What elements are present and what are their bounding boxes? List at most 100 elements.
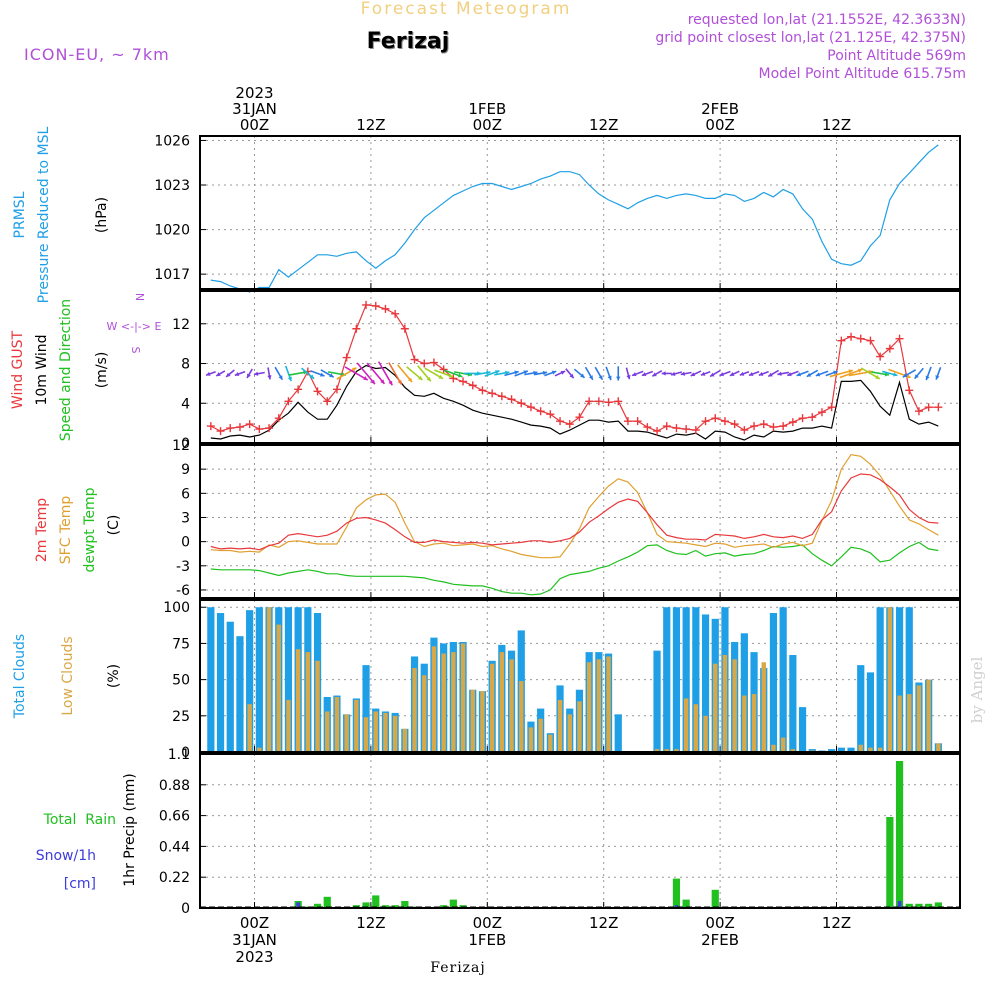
low-cloud-bar xyxy=(305,652,311,752)
total-cloud-bar xyxy=(226,621,234,752)
wind-arrow xyxy=(377,361,393,386)
total-cloud-bar xyxy=(769,613,778,752)
temp-2m-line xyxy=(210,473,939,551)
wind-gust-line-marker xyxy=(720,417,729,426)
total-cloud-bar xyxy=(847,747,855,752)
low-cloud-bar xyxy=(392,715,398,752)
wind-gust-line-marker xyxy=(507,395,516,404)
clouds-low-label: Low Clouds xyxy=(60,636,76,715)
snow-bar xyxy=(296,902,300,908)
low-cloud-bar xyxy=(480,691,485,752)
wind-arrow-head xyxy=(641,372,647,377)
info-point-altitude: Point Altitude 569m xyxy=(827,48,966,64)
wind-arrow-head xyxy=(320,372,325,377)
low-cloud-bar xyxy=(887,607,893,752)
low-cloud-bar xyxy=(683,698,689,752)
low-cloud-bar xyxy=(412,668,417,752)
wind-gust-line-marker xyxy=(740,426,749,435)
wind-gust-line-marker xyxy=(216,427,225,436)
pressure-label-prmsl: PRMSL xyxy=(12,191,28,238)
wind-gust-line-marker xyxy=(895,334,904,343)
low-cloud-bar xyxy=(548,734,553,752)
precip-unit: 1hr Precip (mm) xyxy=(122,773,138,886)
wind-gust-line-marker xyxy=(332,385,341,394)
low-cloud-bar xyxy=(771,744,776,752)
total-cloud-bar xyxy=(779,607,787,752)
low-cloud-bar xyxy=(528,727,534,752)
wind-arrow-head xyxy=(626,374,631,380)
wind-gust-line-marker xyxy=(585,397,594,406)
low-cloud-bar xyxy=(470,689,475,752)
low-cloud-bar xyxy=(509,659,514,752)
wind-arrow-head xyxy=(329,373,334,378)
low-cloud-bar xyxy=(344,714,349,752)
top-time-label: 12Z xyxy=(589,116,618,134)
wind-gust-line-marker xyxy=(905,386,914,395)
low-cloud-bar xyxy=(586,662,592,752)
dewpt-temp-line xyxy=(210,541,939,596)
total-cloud-bar xyxy=(246,610,254,752)
precip-rain-label: Total Rain xyxy=(43,812,116,828)
wind-gust-line-marker xyxy=(323,397,332,406)
total-cloud-bar xyxy=(740,633,748,752)
total-cloud-bar xyxy=(216,613,225,752)
low-cloud-bar xyxy=(713,663,718,752)
total-cloud-bar xyxy=(672,607,681,752)
bottom-time-label: 12Z xyxy=(589,914,618,932)
wind-gust-line-marker xyxy=(294,385,303,394)
wind-arrow-head xyxy=(407,377,413,383)
bottom-time-label: 2FEB xyxy=(701,931,739,949)
clouds-frame xyxy=(199,599,961,753)
wind-gust-line-marker xyxy=(604,398,613,407)
wind-arrow-head xyxy=(278,375,283,380)
bottom-time-label: 2023 xyxy=(235,948,273,966)
total-cloud-bar xyxy=(837,747,845,752)
wind-arrow-head xyxy=(247,373,251,378)
credit-label: by Angel xyxy=(968,656,986,723)
wind-arrow-head xyxy=(588,375,593,380)
low-cloud-bar xyxy=(674,749,679,752)
wind-arrow-head xyxy=(370,379,375,385)
snow-bar xyxy=(674,905,679,908)
total-cloud-bar xyxy=(207,607,215,752)
wind-arrow-head xyxy=(875,374,880,379)
wind-arrow-head xyxy=(806,372,812,377)
total-cloud-bar xyxy=(614,714,622,752)
precip-ytick-label: 0.66 xyxy=(159,809,190,825)
bottom-time-label: 12Z xyxy=(822,914,851,932)
low-cloud-bar xyxy=(751,694,757,752)
precip-cm-label: [cm] xyxy=(64,876,96,892)
rain-bar xyxy=(934,902,942,908)
total-cloud-bar xyxy=(692,607,700,752)
low-cloud-bar xyxy=(790,749,796,752)
sfc-temp-line xyxy=(210,454,939,559)
wind-arrow-head xyxy=(787,372,792,377)
wind-gust-label: Wind GUST xyxy=(10,330,26,409)
wind-arrow-head xyxy=(505,370,510,375)
wind-gust-line-marker xyxy=(633,417,642,426)
low-cloud-bar xyxy=(373,711,378,752)
wind-arrow-head xyxy=(925,375,930,381)
wind-arrow-head xyxy=(661,371,666,376)
wind-arrow-head xyxy=(438,374,444,379)
total-cloud-bar xyxy=(895,607,904,752)
wind-gust-line-marker xyxy=(759,420,768,429)
wind-arrow-head xyxy=(495,370,500,375)
wind-gust-line-marker xyxy=(449,374,458,383)
model-label: ICON-EU, ~ 7km xyxy=(24,45,170,64)
wind-gust-line-marker xyxy=(653,427,662,436)
wind-arrow xyxy=(366,362,386,385)
wind-gust-line-marker xyxy=(381,304,390,313)
wind-gust-line-marker xyxy=(769,423,778,432)
wind-gust-line xyxy=(210,304,939,432)
precip-ytick-label: 0.22 xyxy=(159,870,190,886)
temp-ytick-label: -3 xyxy=(176,559,190,575)
total-cloud-bar xyxy=(828,749,836,752)
top-time-label: 12Z xyxy=(822,116,851,134)
wind-arrow-head xyxy=(719,372,724,377)
rain-bar xyxy=(895,761,904,908)
wind-gust-line-marker xyxy=(391,309,400,318)
low-cloud-bar xyxy=(519,681,524,752)
wind-arrow-head xyxy=(397,379,402,385)
wind-arrow-head xyxy=(560,370,566,375)
